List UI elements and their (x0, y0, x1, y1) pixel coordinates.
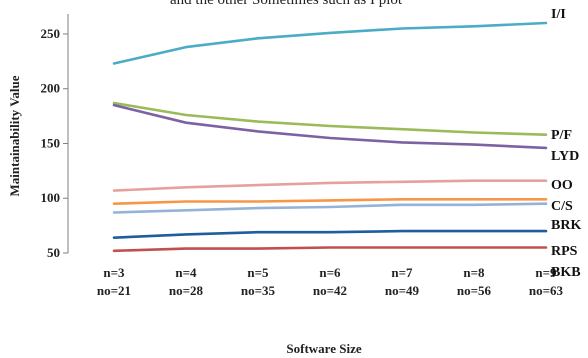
series-line-rps (112, 229, 548, 239)
y-tick-label: 250 (41, 26, 61, 41)
y-tick-label: 100 (41, 190, 61, 205)
x-tick-label: n=5 (247, 265, 269, 280)
y-tick-group: 50 100 150 200 250 (41, 26, 68, 260)
y-tick-label: 200 (41, 81, 61, 96)
x-tick-label: n=7 (391, 265, 413, 280)
x-tick-label: no=28 (169, 283, 204, 298)
series-line-i-i (112, 21, 548, 65)
series-group (112, 21, 548, 253)
x-tick-label: no=35 (241, 283, 276, 298)
x-tick-label: n=6 (319, 265, 341, 280)
x-tick-label: n=9 (535, 265, 557, 280)
series-line-p-f (112, 101, 548, 136)
series-label: P/F (551, 128, 572, 143)
x-tick-label: no=21 (97, 283, 131, 298)
series-label: RPS (551, 244, 578, 259)
x-tick-label: no=56 (457, 283, 492, 298)
series-label: BRK (551, 218, 581, 233)
series-line-oo (112, 179, 548, 192)
series-line-c-s (112, 198, 548, 205)
series-line-bkb (112, 246, 548, 253)
x-tick-label: no=42 (313, 283, 347, 298)
y-tick-label: 150 (41, 135, 61, 150)
x-tick-label: n=8 (463, 265, 485, 280)
series-line-lyd (112, 103, 548, 150)
series-label-group: I/I P/F LYD OO C/S BRK RPS BKB (551, 7, 581, 280)
x-tick-label: n=4 (175, 265, 197, 280)
y-tick-label: 50 (47, 245, 60, 260)
series-label: OO (551, 178, 573, 193)
series-label: I/I (551, 7, 566, 22)
x-tick-label: no=49 (385, 283, 420, 298)
x-tick-group: n=3 no=21 n=4 no=28 n=5 no=35 n=6 no=42 n=7 no=49… (97, 265, 564, 298)
series-line-brk (112, 202, 548, 214)
series-label: C/S (551, 199, 573, 214)
series-label: BKB (551, 265, 581, 280)
top-text-fragment: and the other Sometimes such as I plot (170, 0, 403, 8)
x-axis-title: Software Size (286, 341, 361, 356)
y-axis-title: Maintainability Value (7, 75, 22, 196)
series-label: LYD (551, 149, 579, 164)
x-tick-label: no=63 (529, 283, 564, 298)
x-tick-label: n=3 (103, 265, 125, 280)
